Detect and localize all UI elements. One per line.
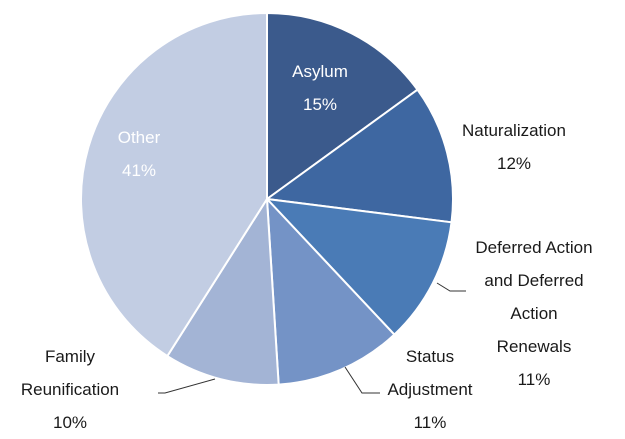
- value-label: 41%: [121, 161, 157, 180]
- value-label: 10%: [52, 413, 88, 432]
- category-name: Other: [117, 128, 161, 147]
- slice-label: Asylum 15%: [220, 55, 420, 121]
- pie-slice: [264, 88, 454, 224]
- pie-slice: [165, 195, 280, 386]
- category-name: Naturalization: [462, 121, 566, 140]
- slice-label: Family Reunification 10%: [0, 340, 170, 439]
- leader-line: [436, 282, 466, 292]
- value-label: 11%: [517, 370, 551, 389]
- category-name: Status Adjustment: [387, 347, 473, 399]
- category-name: Deferred Action and Deferred Action Rene…: [475, 238, 593, 356]
- pie-slice: [80, 11, 268, 358]
- slice-label: Naturalization 12%: [414, 114, 614, 180]
- slice-label: Status Adjustment 11%: [330, 340, 530, 439]
- value-label: 15%: [302, 95, 338, 114]
- pie-slice: [264, 197, 453, 337]
- pie-slice: [266, 11, 419, 201]
- pie-slice: [265, 196, 396, 386]
- category-name: Family Reunification: [20, 347, 120, 399]
- leader-line: [344, 366, 380, 394]
- slice-label: Deferred Action and Deferred Action Rene…: [434, 231, 625, 396]
- value-label: 12%: [496, 154, 532, 173]
- category-name: Asylum: [292, 62, 348, 81]
- leader-line: [158, 378, 216, 394]
- slice-label: Other 41%: [39, 121, 239, 187]
- value-label: 11%: [413, 413, 447, 432]
